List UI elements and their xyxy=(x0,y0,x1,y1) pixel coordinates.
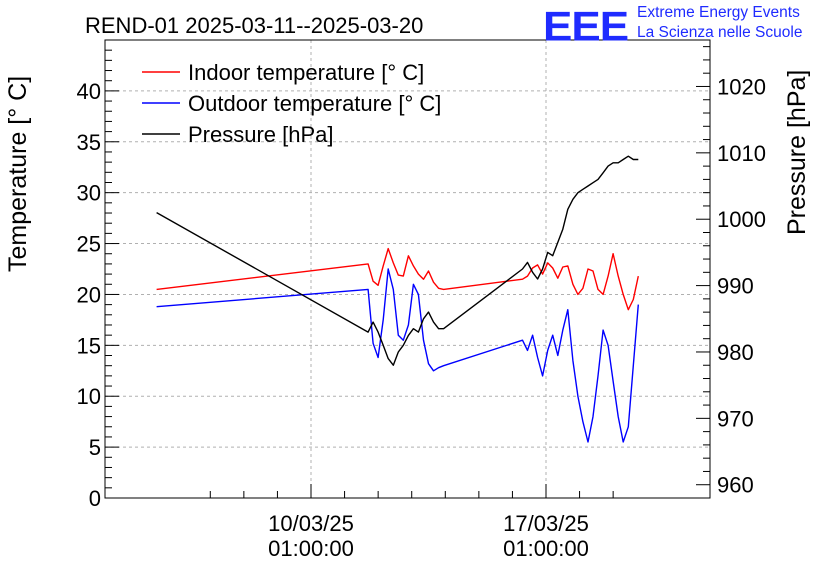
labels-layer: 0 5 10 15 20 25 30 35 40 960 970 980 990 1000 1010 1020… xyxy=(4,13,811,561)
y-left-tick-label: 40 xyxy=(77,79,101,104)
chart-title: REND-01 2025-03-11--2025-03-20 xyxy=(85,13,423,38)
y-left-tick-label: 15 xyxy=(77,333,101,358)
y-right-tick-label: 1010 xyxy=(717,141,766,166)
y-left-tick-label: 20 xyxy=(77,282,101,307)
x-tick-label-date: 17/03/25 xyxy=(503,511,589,536)
logo-line-1: Extreme Energy Events xyxy=(637,4,800,21)
y-left-tick-label: 0 xyxy=(89,486,101,511)
series-layer xyxy=(156,155,639,443)
series-line-0 xyxy=(156,247,639,311)
plot-frame xyxy=(104,39,711,499)
y-left-tick-label: 35 xyxy=(77,130,101,155)
y-left-tick-label: 30 xyxy=(77,181,101,206)
y-right-tick-label: 1020 xyxy=(717,74,766,99)
y-left-axis-title: Temperature [° C] xyxy=(4,76,32,272)
legend-label-2: Pressure [hPa] xyxy=(188,122,334,147)
legend-label-1: Outdoor temperature [° C] xyxy=(188,91,441,116)
x-tick-label-date: 10/03/25 xyxy=(268,511,354,536)
y-left-tick-label: 10 xyxy=(77,384,101,409)
x-tick-label-time: 01:00:00 xyxy=(503,536,589,561)
y-right-axis-title: Pressure [hPa] xyxy=(783,70,811,235)
axes-layer xyxy=(104,39,711,499)
y-left-tick-label: 5 xyxy=(89,435,101,460)
y-right-tick-label: 980 xyxy=(717,340,754,365)
x-tick-label-time: 01:00:00 xyxy=(268,536,354,561)
y-right-tick-label: 960 xyxy=(717,473,754,498)
legend: Indoor temperature [° C] Outdoor temperat… xyxy=(142,60,441,147)
logo-mark: EEE xyxy=(543,3,629,50)
y-right-tick-label: 1000 xyxy=(717,207,766,232)
legend-label-0: Indoor temperature [° C] xyxy=(188,60,424,85)
series-line-2 xyxy=(156,155,639,366)
y-right-tick-label: 970 xyxy=(717,406,754,431)
grid xyxy=(105,40,710,498)
y-left-tick-label: 25 xyxy=(77,232,101,257)
logo-line-2: La Scienza nelle Scuole xyxy=(637,24,803,41)
y-right-tick-label: 990 xyxy=(717,274,754,299)
series-line-1 xyxy=(156,268,639,443)
